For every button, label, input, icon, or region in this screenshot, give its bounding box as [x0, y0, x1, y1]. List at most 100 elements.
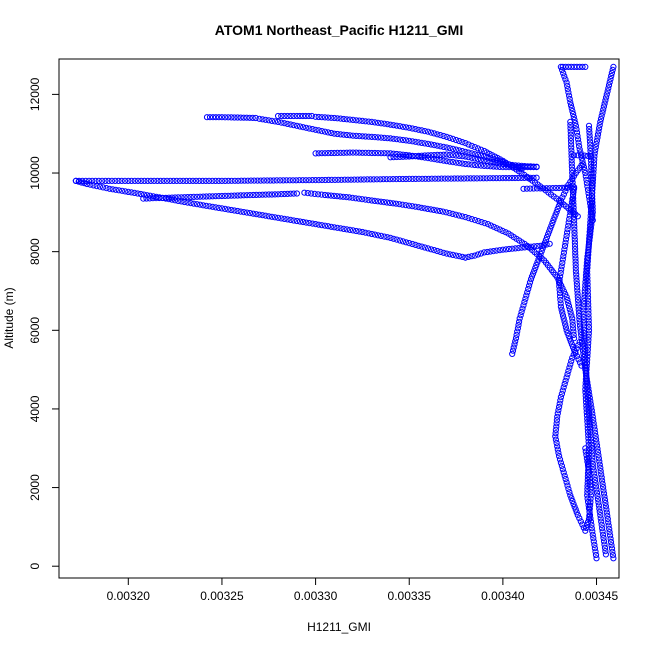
data-point [580, 317, 587, 324]
data-point [512, 335, 520, 342]
data-point [252, 114, 259, 122]
data-point [481, 153, 488, 160]
data-point [589, 528, 596, 535]
data-point [569, 315, 576, 322]
data-point [553, 439, 560, 447]
data-point [584, 492, 591, 499]
data-point [567, 492, 574, 499]
data-point [487, 155, 494, 162]
data-point [390, 154, 397, 161]
data-point [175, 197, 182, 204]
data-point [459, 213, 466, 220]
data-point [604, 515, 611, 523]
data-point [563, 293, 570, 300]
data-point [362, 229, 369, 236]
data-point [228, 206, 235, 214]
data-point [548, 222, 555, 229]
data-point [212, 193, 219, 200]
data-point [371, 149, 378, 157]
data-point [518, 244, 525, 251]
data-point [573, 509, 580, 516]
data-point [231, 114, 238, 121]
data-point [608, 69, 616, 77]
data-point [471, 252, 478, 259]
data-point [218, 192, 225, 200]
data-point [481, 249, 488, 256]
data-point [584, 458, 591, 465]
data-point [154, 177, 161, 184]
data-point [524, 163, 531, 170]
data-point [553, 208, 560, 215]
data-point [390, 235, 397, 242]
data-point [451, 175, 458, 182]
data-point [583, 455, 591, 462]
data-point [484, 248, 491, 256]
data-point [443, 151, 450, 158]
data-point [225, 192, 232, 199]
data-point [597, 464, 604, 471]
data-point [378, 232, 385, 239]
data-point [343, 149, 350, 156]
data-point [564, 229, 571, 236]
data-point [562, 377, 569, 384]
data-point [134, 177, 142, 184]
data-point [490, 163, 497, 170]
data-point [240, 114, 247, 121]
data-point [570, 500, 577, 507]
data-point [557, 293, 564, 300]
data-point [122, 188, 129, 195]
data-point [344, 176, 351, 183]
data-point [559, 285, 566, 292]
data-point [167, 177, 174, 184]
data-point [587, 432, 594, 439]
data-point [396, 123, 403, 130]
data-point [557, 296, 564, 304]
data-point [212, 177, 219, 184]
data-point [300, 218, 307, 226]
data-point [559, 194, 566, 201]
data-point [403, 124, 410, 131]
data-point [586, 422, 594, 429]
data-point [424, 128, 432, 135]
data-point [284, 190, 291, 197]
y-tick-label: 2000 [28, 474, 42, 501]
data-point [85, 177, 93, 184]
data-point [589, 189, 596, 196]
data-point [563, 479, 570, 486]
data-point [259, 212, 266, 219]
data-point [432, 175, 439, 182]
data-point [112, 186, 119, 193]
data-point [490, 248, 497, 255]
data-point [571, 233, 578, 240]
data-point [312, 113, 319, 120]
data-point [527, 185, 534, 192]
data-point [378, 134, 385, 141]
data-point [569, 108, 576, 115]
data-point [222, 205, 229, 212]
data-point [609, 66, 616, 74]
data-point [446, 210, 453, 217]
data-point [557, 269, 564, 277]
data-point [583, 524, 590, 532]
data-point [581, 333, 588, 340]
data-point [163, 177, 171, 184]
data-point [588, 438, 595, 445]
data-point [604, 512, 611, 519]
data-point [353, 227, 360, 235]
data-point [557, 63, 565, 71]
y-axis: 0 2000 4000 6000 8000 10000 12000 [28, 77, 60, 570]
data-point [587, 228, 594, 235]
data-point [356, 117, 363, 124]
data-point [359, 228, 366, 236]
data-point [610, 63, 617, 71]
data-point [200, 202, 207, 209]
data-point [456, 253, 463, 260]
data-point [100, 184, 107, 191]
data-point [568, 358, 575, 365]
data-point [99, 177, 106, 184]
data-point [583, 381, 591, 388]
data-point [502, 229, 509, 236]
data-point [368, 197, 375, 204]
data-point [581, 345, 588, 353]
